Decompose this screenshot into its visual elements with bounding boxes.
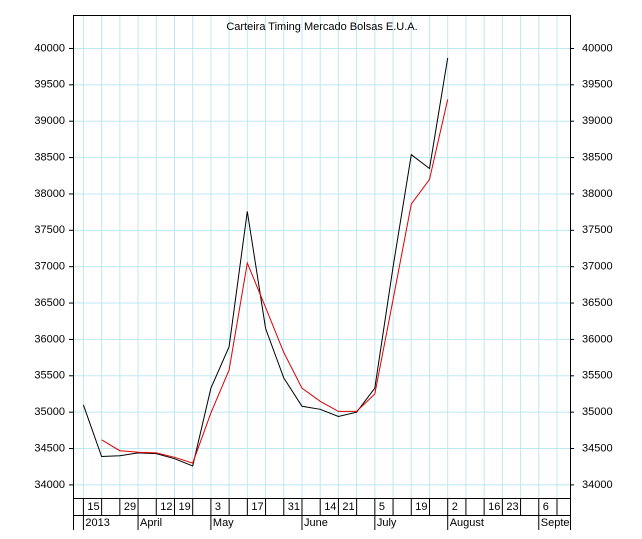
y-tick-label: 38500 — [34, 151, 65, 163]
series-line — [101, 99, 449, 464]
x-tick-label: 16 — [488, 501, 500, 513]
x-tick-label: 15 — [87, 501, 99, 513]
y-tick-label: 34000 — [34, 479, 65, 491]
y2-tick-label: 39000 — [582, 115, 613, 127]
y-axes: 34000 34000 34500 34500 35000 35000 35500 35500… — [34, 42, 612, 490]
y-tick-label: 35000 — [34, 406, 65, 418]
y2-tick-label: 34000 — [582, 479, 613, 491]
y2-tick-label: 36500 — [582, 297, 613, 309]
y-tick-label: 38000 — [34, 188, 65, 200]
month-label: August — [450, 517, 484, 529]
y2-tick-label: 34500 — [582, 442, 613, 454]
grid — [73, 15, 570, 498]
x-tick-label: 5 — [379, 501, 385, 513]
y-tick-label: 40000 — [34, 42, 65, 54]
x-tick-label: 14 — [324, 501, 336, 513]
x-tick-label: 6 — [543, 501, 549, 513]
y2-tick-label: 35000 — [582, 406, 613, 418]
y2-tick-label: 39500 — [582, 79, 613, 91]
y2-tick-label: 37000 — [582, 261, 613, 273]
y-tick-label: 34500 — [34, 442, 65, 454]
x-tick-label: 29 — [124, 501, 136, 513]
chart-title: Carteira Timing Mercado Bolsas E.U.A. — [226, 21, 417, 33]
y-tick-label: 37500 — [34, 224, 65, 236]
plot — [82, 57, 449, 467]
y2-tick-label: 38500 — [582, 151, 613, 163]
x-tick-label: 19 — [178, 501, 190, 513]
series-line — [82, 57, 449, 467]
x-tick-label: 23 — [506, 501, 518, 513]
month-label: April — [140, 517, 162, 529]
x-tick-label: 31 — [288, 501, 300, 513]
y-tick-label: 36000 — [34, 333, 65, 345]
y2-tick-label: 38000 — [582, 188, 613, 200]
x-tick-label: 17 — [251, 501, 263, 513]
x-tick-label: 2 — [452, 501, 458, 513]
y2-tick-label: 37500 — [582, 224, 613, 236]
y-tick-label: 35500 — [34, 370, 65, 382]
plot-frame — [73, 15, 571, 499]
x-tick-label: 3 — [215, 501, 221, 513]
y2-tick-label: 40000 — [582, 42, 613, 54]
month-label: 2013 — [85, 517, 109, 529]
y-tick-label: 37000 — [34, 261, 65, 273]
y2-tick-label: 35500 — [582, 370, 613, 382]
y2-tick-label: 36000 — [582, 333, 613, 345]
y-tick-label: 39000 — [34, 115, 65, 127]
y-tick-label: 36500 — [34, 297, 65, 309]
x-tick-label: 19 — [415, 501, 427, 513]
y-tick-label: 39500 — [34, 79, 65, 91]
month-label: May — [213, 517, 234, 529]
month-label: September — [541, 517, 595, 529]
x-tick-label: 12 — [160, 501, 172, 513]
month-label: June — [304, 517, 328, 529]
month-label: July — [377, 517, 397, 529]
axes: 15 29 12 19 3 17 31 14 21 5 19 2 16 23 6 2013 April May Ju… — [82, 498, 595, 530]
x-tick-label: 21 — [342, 501, 354, 513]
